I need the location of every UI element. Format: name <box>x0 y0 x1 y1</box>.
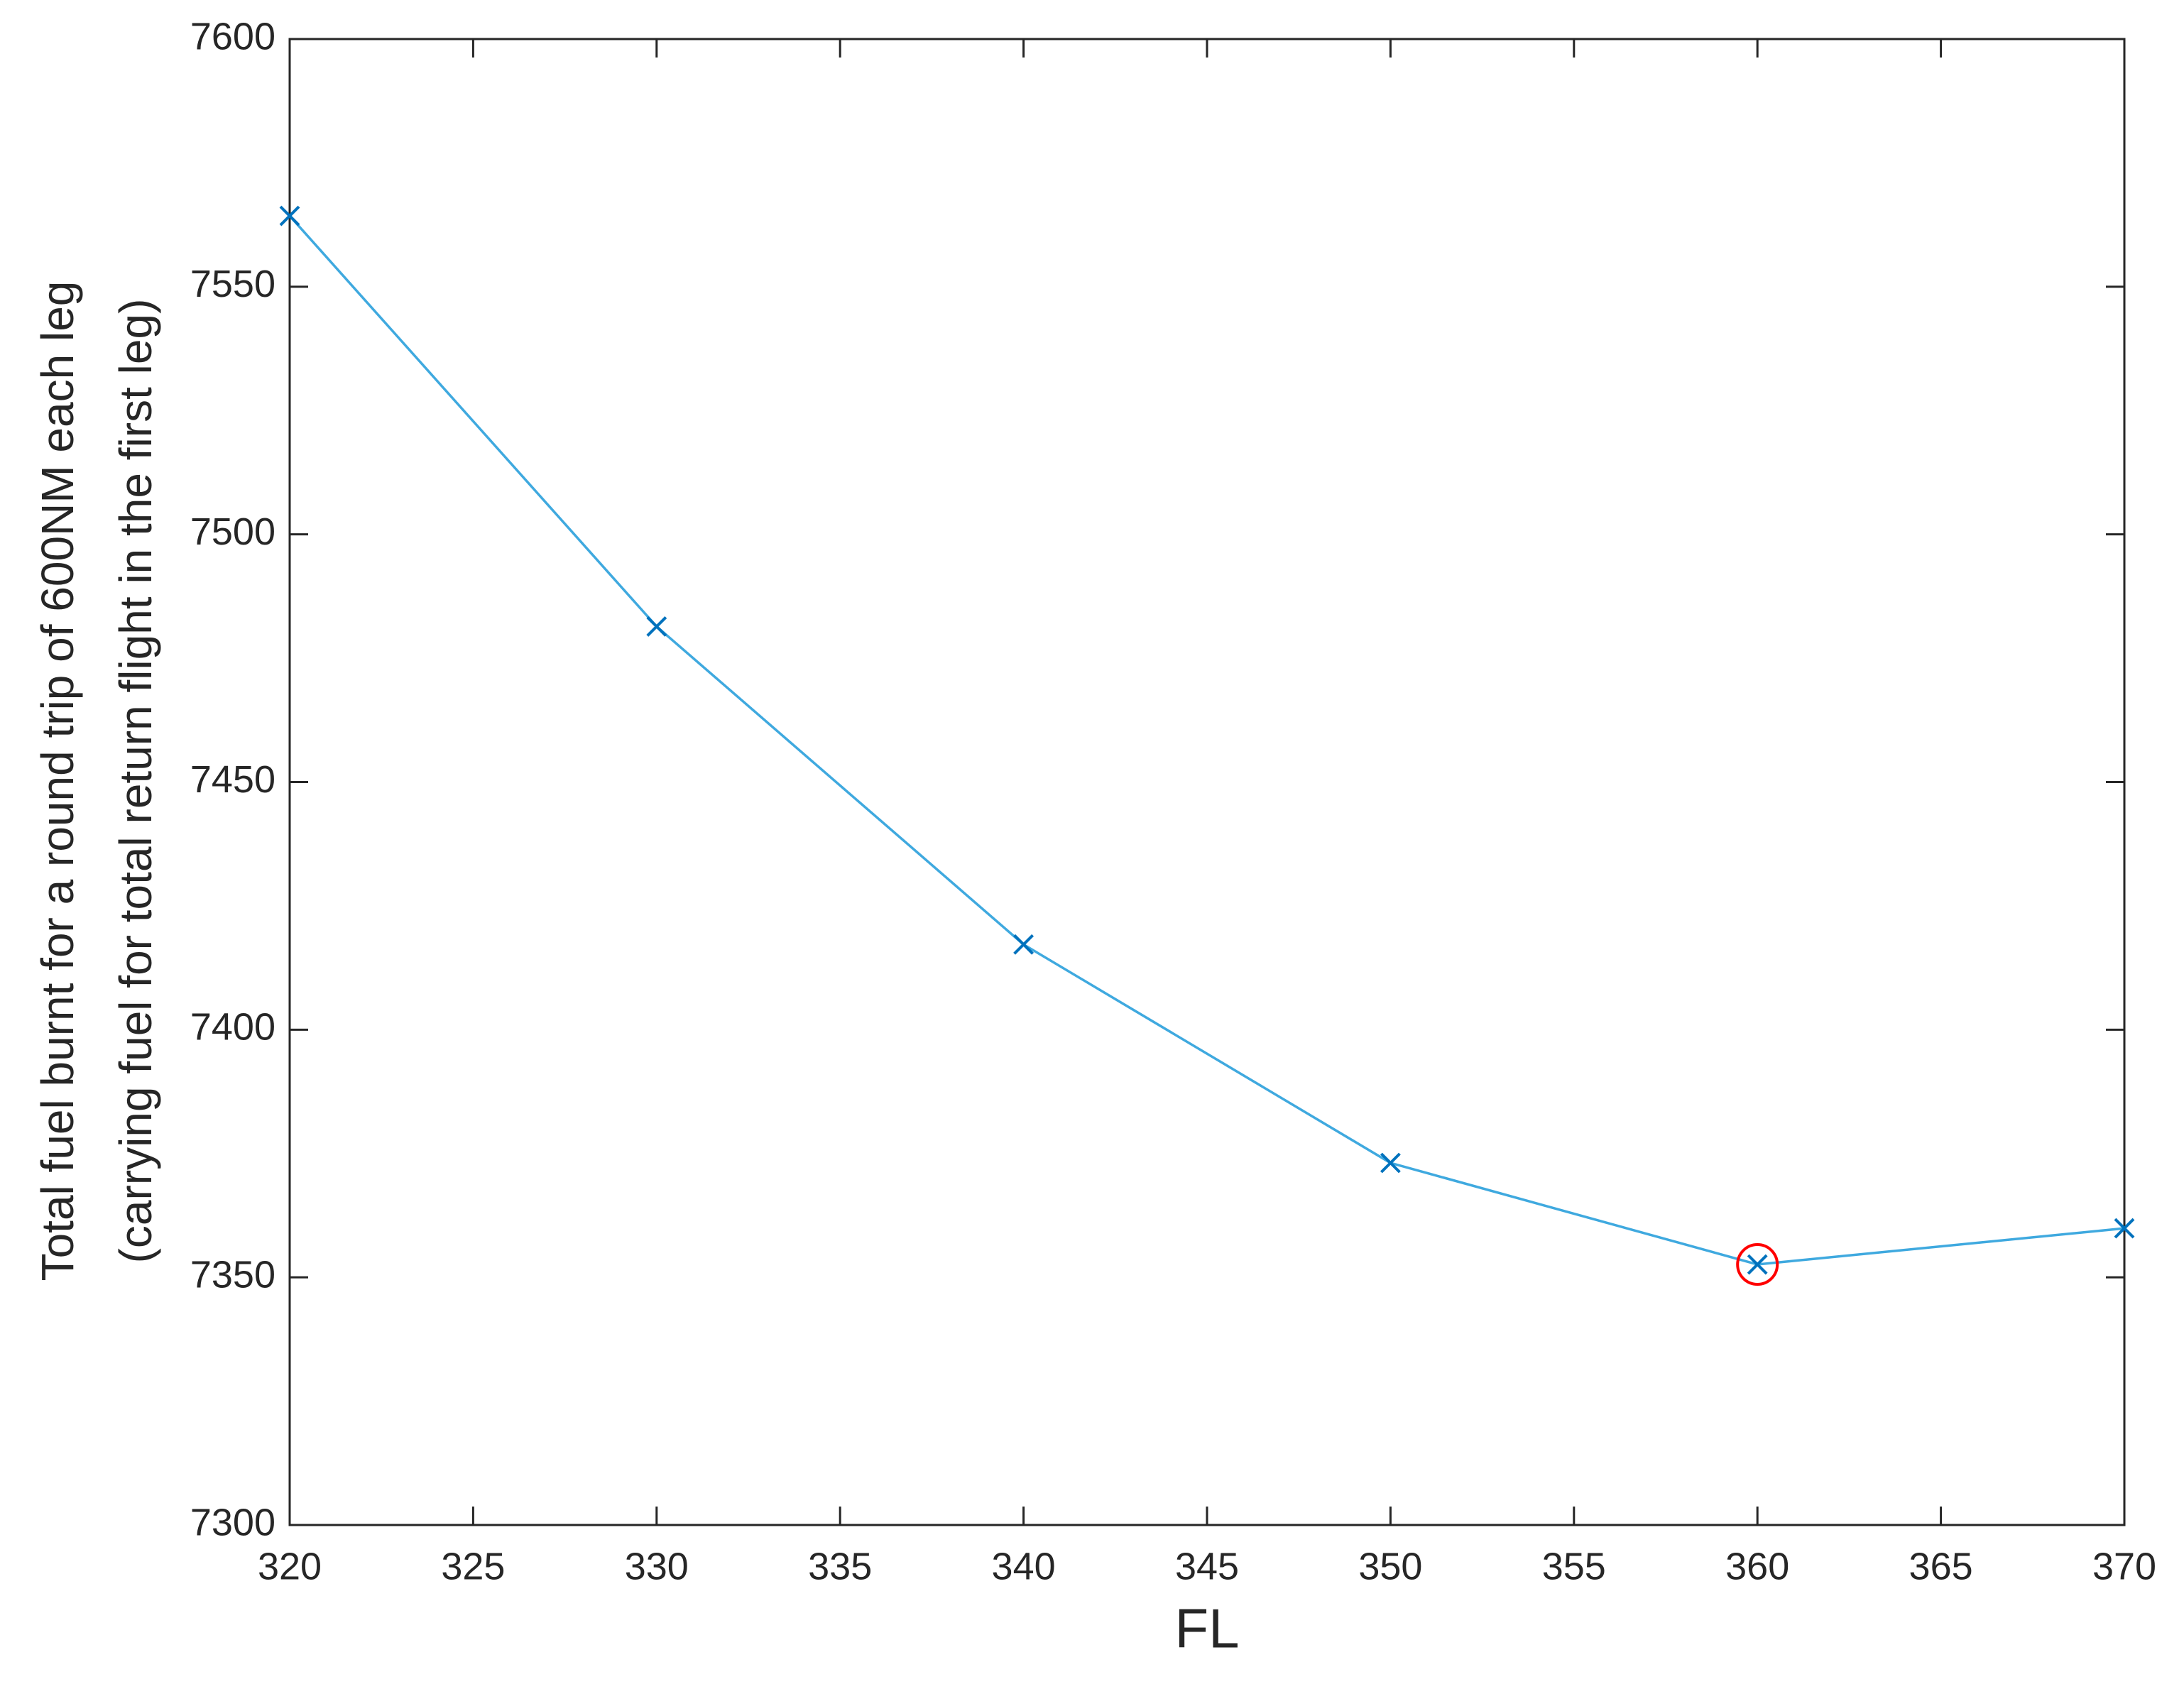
y-tick-label: 7500 <box>190 510 275 553</box>
x-axis-label: FL <box>1174 1597 1239 1660</box>
y-tick-label: 7600 <box>190 15 275 58</box>
x-tick-label: 330 <box>625 1545 689 1587</box>
y-tick-label: 7350 <box>190 1253 275 1296</box>
x-tick-label: 325 <box>441 1545 505 1587</box>
plot-frame <box>288 38 2126 1526</box>
marker <box>1380 1152 1401 1174</box>
marker <box>1013 934 1034 955</box>
x-tick-label: 365 <box>1909 1545 1973 1587</box>
x-tick-label: 345 <box>1175 1545 1239 1587</box>
y-tick-label: 7400 <box>190 1006 275 1049</box>
x-tick-label: 355 <box>1542 1545 1606 1587</box>
marker <box>279 205 300 226</box>
x-tick-label: 370 <box>2092 1545 2156 1587</box>
y-axis-label: Total fuel burnt for a round trip of 600… <box>32 281 83 1281</box>
y-axis-label: (carrying fuel for total return flight i… <box>110 299 161 1264</box>
highlight-marker <box>1736 1243 1779 1286</box>
x-tick-label: 360 <box>1725 1545 1789 1587</box>
marker <box>1747 1254 1768 1275</box>
y-tick-label: 7550 <box>190 263 275 305</box>
y-tick-label: 7300 <box>190 1501 275 1543</box>
x-tick-label: 320 <box>258 1545 322 1587</box>
x-tick-label: 335 <box>808 1545 872 1587</box>
x-tick-label: 350 <box>1358 1545 1422 1587</box>
x-tick-label: 340 <box>992 1545 1056 1587</box>
line <box>288 214 2125 1266</box>
marker <box>2114 1218 2135 1239</box>
y-tick-label: 7450 <box>190 758 275 801</box>
marker <box>646 616 667 637</box>
